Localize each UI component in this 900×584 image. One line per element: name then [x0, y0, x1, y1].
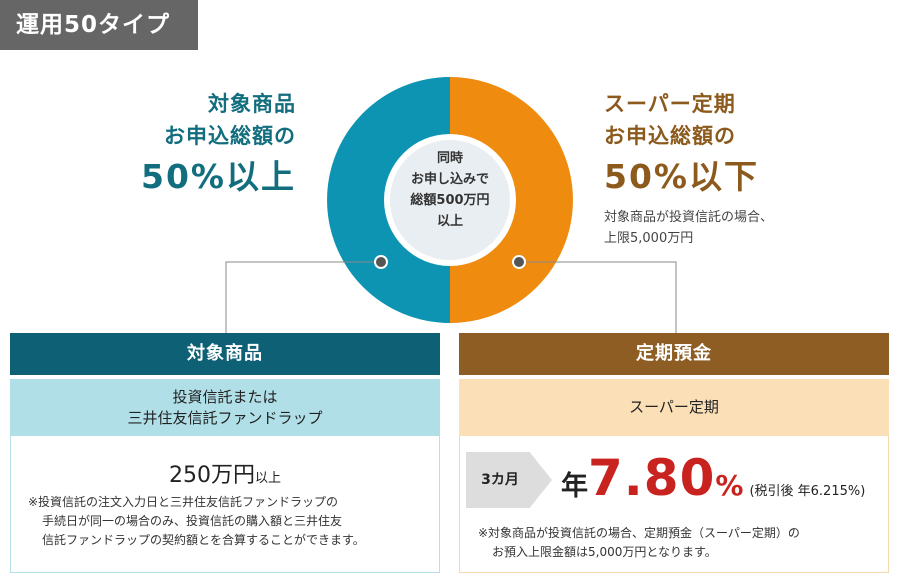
target-product-heading: 対象商品 お申込総額の 50%以上 — [141, 88, 296, 202]
super-deposit-heading-line1: スーパー定期 — [604, 92, 736, 116]
time-deposit-detail-box — [459, 436, 889, 573]
after-tax-rate: (税引後 年6.215%) — [749, 484, 866, 499]
deposit-limit-note: ※対象商品が投資信託の場合、定期預金（スーパー定期）の お預入上限金額は5,00… — [478, 524, 883, 562]
target-product-share: 50%以上 — [141, 157, 296, 196]
target-product-type: 投資信託または 三井住友信託ファンドラップ — [10, 379, 440, 436]
left-connector-line — [225, 261, 381, 333]
deposit-limit-note-line1: ※対象商品が投資信託の場合、定期預金（スーパー定期）の — [478, 526, 800, 540]
minimum-amount-suffix: 以上 — [254, 471, 281, 486]
minimum-total-line4: 以上 — [436, 214, 463, 229]
super-deposit-share: 50%以下 — [604, 157, 759, 196]
target-product-detail-box — [10, 436, 440, 573]
rate-value: 7.80 — [588, 449, 716, 507]
combination-note-line3: 信託ファンドラップの契約額とを合算することができます。 — [42, 533, 365, 547]
minimum-total-line3: 総額500万円 — [410, 193, 490, 208]
plan-type-tag: 運用50タイプ — [0, 0, 198, 50]
super-deposit-limit-note-line1: 対象商品が投資信託の場合、 — [604, 210, 774, 225]
target-product-type-line2: 三井住友信託ファンドラップ — [127, 409, 323, 427]
target-product-heading-line2: お申込総額の — [164, 124, 296, 148]
minimum-amount: 250万円以上 — [10, 457, 440, 489]
rate-prefix: 年 — [561, 471, 588, 502]
time-deposit-type: スーパー定期 — [459, 379, 889, 436]
minimum-amount-value: 250万円 — [168, 463, 255, 488]
minimum-total-line2: お申し込みで — [410, 172, 489, 187]
deposit-limit-note-line2: お預入上限金額は5,000万円となります。 — [492, 545, 717, 559]
minimum-total-line1: 同時 — [436, 151, 463, 166]
super-deposit-heading: スーパー定期 お申込総額の 50%以下 — [604, 88, 759, 202]
super-deposit-limit-note: 対象商品が投資信託の場合、 上限5,000万円 — [604, 207, 773, 249]
target-product-header: 対象商品 — [10, 333, 440, 375]
combination-note: ※投資信託の注文入力日と三井住友信託ファンドラップの 手続日が同一の場合のみ、投… — [28, 493, 428, 550]
left-connector-dot — [374, 255, 388, 269]
combination-note-line1: ※投資信託の注文入力日と三井住友信託ファンドラップの — [28, 495, 339, 509]
interest-rate: 年7.80% (税引後 年6.215%) — [561, 449, 865, 513]
target-product-heading-line1: 対象商品 — [208, 92, 296, 116]
super-deposit-limit-note-line2: 上限5,000万円 — [604, 231, 694, 246]
target-product-type-line1: 投資信託または — [172, 388, 278, 406]
donut-center-fill — [390, 140, 510, 260]
right-connector-dot — [512, 255, 526, 269]
right-connector-line — [519, 261, 677, 333]
time-deposit-header: 定期預金 — [459, 333, 889, 375]
super-deposit-heading-line2: お申込総額の — [604, 124, 736, 148]
combination-note-line2: 手続日が同一の場合のみ、投資信託の購入額と三井住友 — [42, 514, 343, 528]
minimum-total-label: 同時 お申し込みで 総額500万円 以上 — [390, 148, 510, 232]
rate-unit: % — [715, 469, 744, 502]
term-label: 3カ月 — [481, 472, 519, 488]
